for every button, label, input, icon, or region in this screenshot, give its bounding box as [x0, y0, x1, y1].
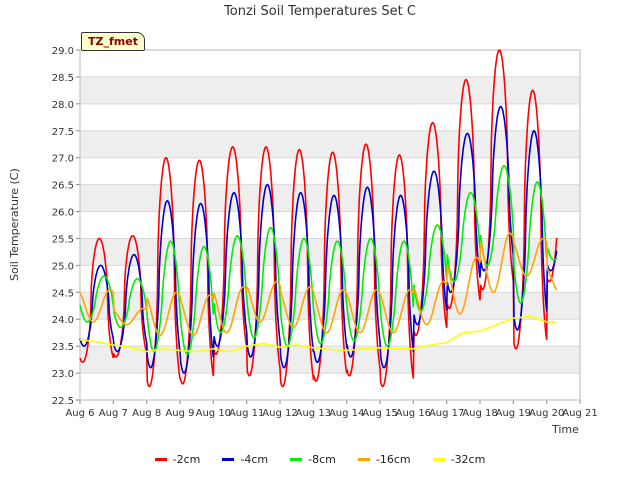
legend-label: -8cm [308, 453, 336, 466]
series-line-minus-32cm [79, 315, 557, 353]
plot-frame [79, 49, 581, 401]
legend-label: -32cm [450, 453, 486, 466]
chart-title: Tonzi Soil Temperatures Set C [224, 4, 416, 19]
y-tick-label: 23.5 [52, 342, 74, 353]
legend-item: -4cm [222, 453, 268, 466]
x-tick-label: Aug 6 [65, 408, 94, 419]
y-tick-label: 27.0 [52, 154, 74, 165]
y-tick-label: 26.0 [52, 208, 74, 219]
series-line-minus-16cm [79, 232, 558, 337]
x-axis-label: Time [552, 423, 579, 436]
x-tick-label: Aug 19 [496, 408, 531, 419]
legend-label: -4cm [240, 453, 269, 466]
y-tick-label: 24.5 [52, 288, 74, 299]
y-tick-label: 25.0 [52, 261, 74, 272]
legend-item: -8cm [290, 453, 336, 466]
y-tick-label: 29.0 [52, 46, 74, 57]
grid-band [80, 76, 580, 104]
x-tick-label: Aug 14 [329, 408, 364, 419]
y-tick-label: 26.5 [52, 181, 74, 192]
legend-label: -16cm [375, 453, 411, 466]
y-tick-label: 28.0 [52, 100, 74, 111]
x-tick-label: Aug 15 [362, 408, 397, 419]
legend-swatch [432, 458, 445, 461]
x-tick-label: Aug 21 [562, 408, 597, 419]
grid-band [80, 238, 580, 266]
series-line-minus-4cm [79, 105, 558, 375]
x-tick-label: Aug 18 [462, 408, 497, 419]
x-tick-label: Aug 9 [165, 408, 194, 419]
legend-item: -2cm [154, 453, 201, 466]
legend-swatch [222, 458, 235, 461]
legend-swatch [357, 458, 370, 461]
legend-item: -16cm [357, 453, 411, 466]
y-tick-label: 28.5 [52, 73, 74, 84]
legend-swatch [154, 458, 167, 461]
y-tick-label: 27.5 [52, 127, 74, 138]
y-tick-label: 22.5 [52, 396, 74, 407]
station-tag: TZ_fmet [81, 32, 145, 51]
y-tick-label: 24.0 [52, 315, 74, 326]
x-tick-label: Aug 7 [99, 408, 128, 419]
x-tick-label: Aug 11 [229, 408, 264, 419]
legend-item: -32cm [432, 453, 486, 466]
grid-band [80, 130, 580, 158]
series-line-minus-2cm [79, 48, 558, 388]
legend-label: -2cm [172, 453, 201, 466]
grid-band [80, 292, 580, 320]
x-tick-label: Aug 13 [296, 408, 331, 419]
series-line-minus-8cm [79, 164, 558, 356]
x-tick-label: Aug 16 [396, 408, 431, 419]
x-tick-label: Aug 8 [132, 408, 161, 419]
x-tick-label: Aug 10 [196, 408, 231, 419]
x-tick-label: Aug 20 [529, 408, 564, 419]
grid-band [80, 346, 580, 374]
x-tick-label: Aug 12 [262, 408, 297, 419]
y-tick-label: 23.0 [52, 369, 74, 380]
legend-swatch [290, 458, 303, 461]
legend: -2cm -4cm -8cm -16cm -32cm [0, 453, 640, 466]
y-tick-label: 25.5 [52, 234, 74, 245]
x-tick-label: Aug 17 [429, 408, 464, 419]
